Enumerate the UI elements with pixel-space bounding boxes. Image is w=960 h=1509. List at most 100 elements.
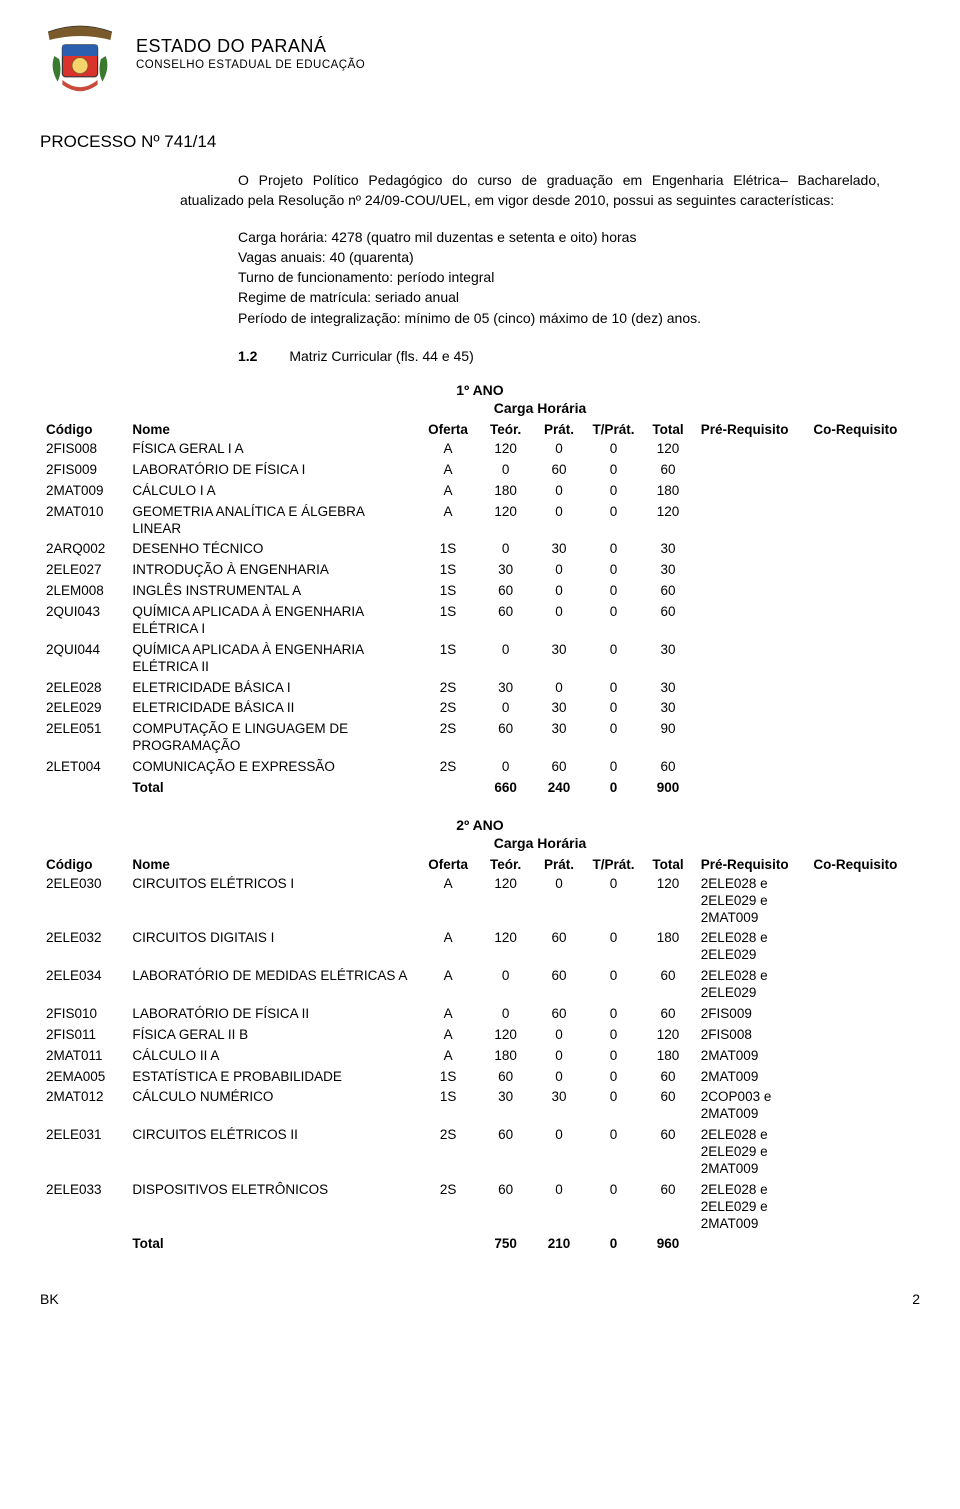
table-row: 2FIS011FÍSICA GERAL II BA120001202FIS008 (40, 1025, 920, 1046)
year2-table: Código Nome Oferta Teór. Prát. T/Prát. T… (40, 855, 920, 1256)
footer-left: BK (40, 1291, 59, 1307)
cell-co (807, 1067, 920, 1088)
cell-nome: COMPUTAÇÃO E LINGUAGEM DE PROGRAMAÇÃO (126, 719, 417, 757)
cell-total: 30 (641, 678, 695, 699)
cell-oferta: A (417, 439, 479, 460)
cell-co (807, 1125, 920, 1180)
cell-co (807, 439, 920, 460)
cell-oferta: 1S (417, 539, 479, 560)
total-prat: 210 (532, 1234, 585, 1255)
cell-pre (695, 602, 808, 640)
cell-oferta: A (417, 460, 479, 481)
cell-oferta: A (417, 1004, 479, 1025)
cell-oferta: 2S (417, 698, 479, 719)
spec-line: Período de integralização: mínimo de 05 … (238, 308, 880, 328)
total-total: 900 (641, 778, 695, 799)
cell-oferta: A (417, 928, 479, 966)
cell-co (807, 719, 920, 757)
cell-pre: 2FIS008 (695, 1025, 808, 1046)
cell-prat: 0 (532, 1125, 585, 1180)
cell-nome: CIRCUITOS ELÉTRICOS I (126, 874, 417, 929)
carga-heading-2: Carga Horária (40, 835, 920, 851)
cell-prat: 30 (532, 698, 585, 719)
total-tprat: 0 (586, 1234, 642, 1255)
cell-total: 60 (641, 581, 695, 602)
body-block: O Projeto Político Pedagógico do curso d… (180, 170, 880, 364)
cell-oferta: 2S (417, 719, 479, 757)
cell-oferta: A (417, 1046, 479, 1067)
cell-teor: 180 (479, 1046, 533, 1067)
cell-co (807, 1180, 920, 1235)
cell-total: 30 (641, 560, 695, 581)
cell-teor: 120 (479, 874, 533, 929)
cell-codigo: 2MAT010 (40, 502, 126, 540)
cell-pre (695, 698, 808, 719)
cell-codigo: 2ARQ002 (40, 539, 126, 560)
cell-tprat: 0 (586, 1025, 642, 1046)
cell-pre (695, 678, 808, 699)
year1-table: Código Nome Oferta Teór. Prát. T/Prát. T… (40, 420, 920, 799)
table-row: 2ELE034LABORATÓRIO DE MEDIDAS ELÉTRICAS … (40, 966, 920, 1004)
table-row: 2ELE031CIRCUITOS ELÉTRICOS II2S6000602EL… (40, 1125, 920, 1180)
cell-tprat: 0 (586, 719, 642, 757)
cell-teor: 120 (479, 502, 533, 540)
th-total: Total (641, 420, 695, 439)
footer-right: 2 (912, 1291, 920, 1307)
cell-pre (695, 481, 808, 502)
cell-tprat: 0 (586, 1180, 642, 1235)
org-sub: CONSELHO ESTADUAL DE EDUCAÇÃO (136, 59, 365, 71)
cell-total: 180 (641, 1046, 695, 1067)
cell-codigo: 2ELE029 (40, 698, 126, 719)
cell-prat: 0 (532, 481, 585, 502)
th-prereq: Pré-Requisito (695, 855, 808, 874)
cell-pre (695, 757, 808, 778)
cell-nome: GEOMETRIA ANALÍTICA E ÁLGEBRA LINEAR (126, 502, 417, 540)
cell-oferta: 2S (417, 1125, 479, 1180)
header-text: ESTADO DO PARANÁ CONSELHO ESTADUAL DE ED… (136, 24, 365, 71)
cell-prat: 60 (532, 928, 585, 966)
cell-nome: DESENHO TÉCNICO (126, 539, 417, 560)
total-prat: 240 (532, 778, 585, 799)
cell-total: 180 (641, 481, 695, 502)
cell-prat: 0 (532, 560, 585, 581)
page-header: ESTADO DO PARANÁ CONSELHO ESTADUAL DE ED… (40, 24, 920, 104)
cell-pre (695, 460, 808, 481)
cell-prat: 0 (532, 439, 585, 460)
cell-codigo: 2EMA005 (40, 1067, 126, 1088)
cell-tprat: 0 (586, 678, 642, 699)
table-row: 2MAT009CÁLCULO I AA18000180 (40, 481, 920, 502)
cell-pre: 2ELE028 e2ELE029 e2MAT009 (695, 1180, 808, 1235)
cell-nome: CÁLCULO II A (126, 1046, 417, 1067)
cell-teor: 30 (479, 678, 533, 699)
cell-pre: 2ELE028 e2ELE029 (695, 966, 808, 1004)
cell-pre: 2MAT009 (695, 1067, 808, 1088)
section-heading: 1.2 Matriz Curricular (fls. 44 e 45) (238, 348, 880, 364)
cell-tprat: 0 (586, 698, 642, 719)
cell-oferta: A (417, 1025, 479, 1046)
table-row: 2FIS009LABORATÓRIO DE FÍSICA IA060060 (40, 460, 920, 481)
cell-teor: 60 (479, 719, 533, 757)
cell-total: 60 (641, 1180, 695, 1235)
cell-tprat: 0 (586, 928, 642, 966)
cell-codigo: 2MAT011 (40, 1046, 126, 1067)
table-row: 2MAT011CÁLCULO II AA180001802MAT009 (40, 1046, 920, 1067)
cell-tprat: 0 (586, 874, 642, 929)
cell-co (807, 539, 920, 560)
cell-teor: 60 (479, 1067, 533, 1088)
cell-co (807, 757, 920, 778)
th-codigo: Código (40, 420, 126, 439)
cell-oferta: A (417, 502, 479, 540)
cell-codigo: 2ELE032 (40, 928, 126, 966)
cell-oferta: A (417, 874, 479, 929)
cell-teor: 60 (479, 1125, 533, 1180)
cell-codigo: 2ELE028 (40, 678, 126, 699)
cell-tprat: 0 (586, 1087, 642, 1125)
cell-oferta: 1S (417, 1087, 479, 1125)
total-teor: 750 (479, 1234, 533, 1255)
cell-tprat: 0 (586, 966, 642, 1004)
cell-total: 30 (641, 698, 695, 719)
cell-codigo: 2ELE034 (40, 966, 126, 1004)
cell-teor: 60 (479, 602, 533, 640)
cell-teor: 30 (479, 1087, 533, 1125)
cell-codigo: 2ELE030 (40, 874, 126, 929)
